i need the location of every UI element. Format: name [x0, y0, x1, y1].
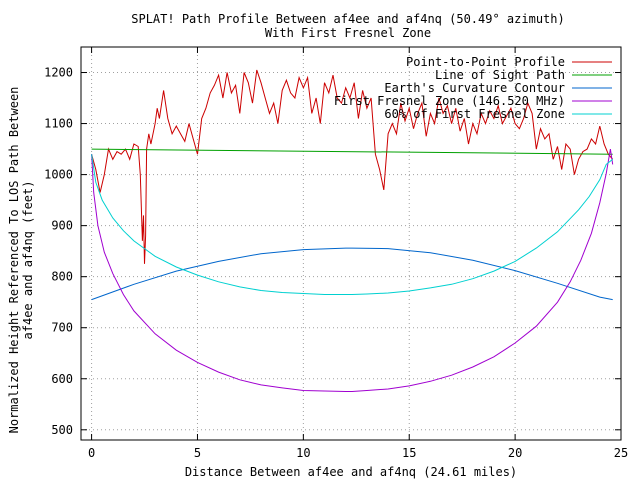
y-tick-label: 900 [51, 219, 73, 233]
x-tick-label: 25 [614, 446, 628, 460]
y-tick-label: 500 [51, 423, 73, 437]
x-tick-label: 20 [508, 446, 522, 460]
y-axis-label-line1: Normalized Height Referenced To LOS Path… [7, 87, 21, 434]
y-tick-label: 800 [51, 270, 73, 284]
y-tick-label: 700 [51, 321, 73, 335]
y-tick-label: 1000 [44, 168, 73, 182]
series-lines [91, 69, 614, 392]
chart-title: SPLAT! Path Profile Between af4ee and af… [131, 12, 564, 26]
legend-label-3: Earth's Curvature Contour [384, 81, 565, 95]
series-line-1 [91, 69, 614, 264]
axis-ticks: 0 5 10 15 20 25 500 600 700 800 900 1000 1100 1200 [44, 47, 628, 460]
x-tick-label: 10 [296, 446, 310, 460]
y-axis-label-group: Normalized Height Referenced To LOS Path… [7, 87, 35, 434]
series-line-3 [91, 247, 613, 301]
y-axis-label-line2: af4ee and af4nq (feet) [21, 181, 35, 340]
chart-subtitle: With First Fresnel Zone [265, 26, 431, 40]
legend-label-4: First Fresnel Zone (146.520 MHz) [334, 94, 565, 108]
plot-frame [80, 46, 622, 441]
x-tick-label: 0 [88, 446, 95, 460]
x-tick-label: 5 [194, 446, 201, 460]
y-tick-label: 600 [51, 372, 73, 386]
series-line-5 [91, 154, 614, 295]
legend-label-2: Line of Sight Path [435, 68, 565, 82]
series-line-2 [91, 148, 613, 155]
legend-label-5: 60% of First Fresnel Zone [384, 107, 565, 121]
x-tick-label: 15 [402, 446, 416, 460]
y-tick-label: 1200 [44, 66, 73, 80]
x-axis-label: Distance Between af4ee and af4nq (24.61 … [185, 465, 517, 479]
y-tick-label: 1100 [44, 117, 73, 131]
legend-label-1: Point-to-Point Profile [406, 55, 565, 69]
series-line-4 [91, 149, 614, 392]
